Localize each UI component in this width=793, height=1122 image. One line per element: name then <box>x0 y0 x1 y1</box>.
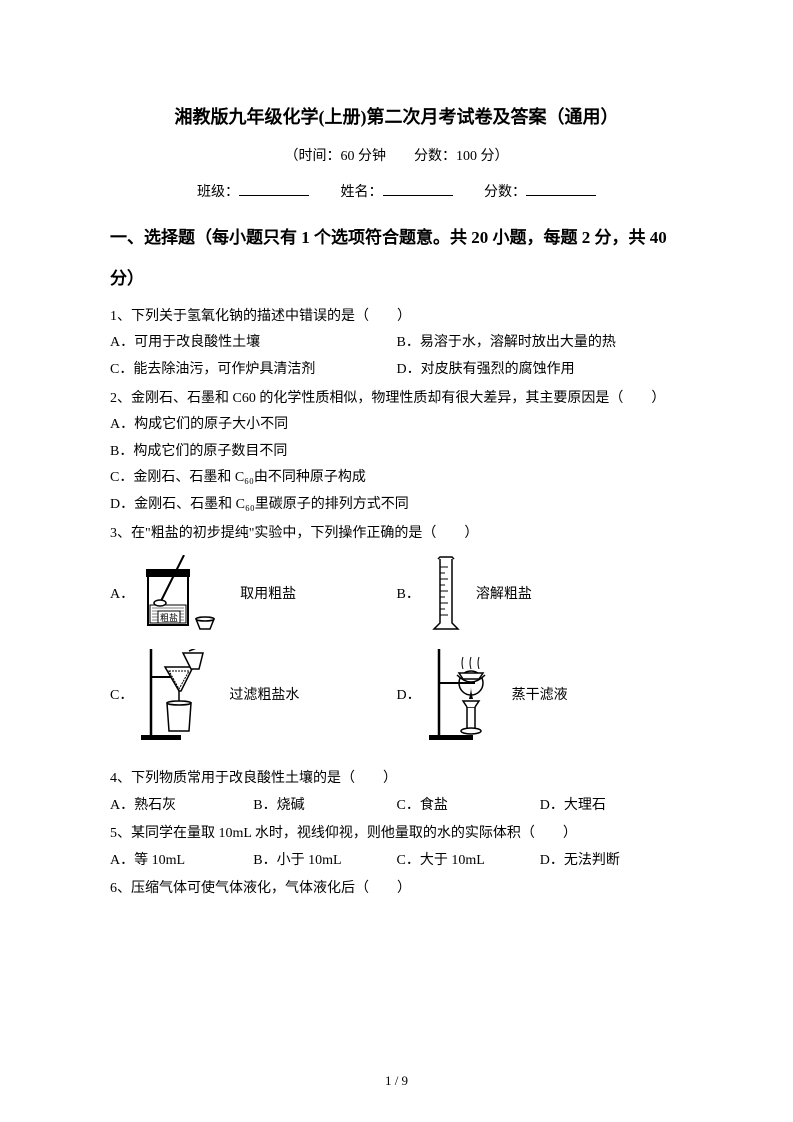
evaporation-icon <box>427 649 502 744</box>
q5-option-a: A．等 10mL <box>110 848 253 875</box>
q3-option-a: A． 粗盐 <box>110 555 397 635</box>
class-blank[interactable] <box>239 179 309 196</box>
name-blank[interactable] <box>383 179 453 196</box>
subtitle: （时间：60 分钟 分数：100 分） <box>110 144 683 171</box>
page-number: 1 / 9 <box>0 1069 793 1094</box>
q1-option-b: B．易溶于水，溶解时放出大量的热 <box>397 330 684 357</box>
q2-option-b: B．构成它们的原子数目不同 <box>110 439 683 466</box>
q4-option-c: C．食盐 <box>397 793 540 820</box>
score-blank[interactable] <box>526 179 596 196</box>
q2-option-c: C．金刚石、石墨和 C₆₀由不同种原子构成 <box>110 465 683 492</box>
q5-stem: 5、某同学在量取 10mL 水时，视线仰视，则他量取的水的实际体积（ ） <box>110 821 683 848</box>
score-label: 分数： <box>484 185 526 200</box>
q3-stem: 3、在"粗盐的初步提纯"实验中，下列操作正确的是（ ） <box>110 521 683 548</box>
class-label: 班级： <box>197 185 239 200</box>
info-line: 班级： 姓名： 分数： <box>110 179 683 206</box>
graduated-cylinder-icon <box>426 555 466 635</box>
q1-option-c: C．能去除油污，可作炉具清洁剂 <box>110 357 397 384</box>
jar-label: 粗盐 <box>160 612 178 623</box>
q5-option-b: B．小于 10mL <box>253 848 396 875</box>
question-1: 1、下列关于氢氧化钠的描述中错误的是（ ） A．可用于改良酸性土壤 B．易溶于水… <box>110 304 683 384</box>
q5-option-d: D．无法判断 <box>540 848 683 875</box>
question-6: 6、压缩气体可使气体液化，气体液化后（ ） <box>110 876 683 903</box>
q3-option-c: C． 过滤粗盐水 <box>110 649 397 744</box>
q3-b-letter: B． <box>397 582 420 609</box>
q3-option-b: B． 溶解粗盐 <box>397 555 684 635</box>
q6-stem: 6、压缩气体可使气体液化，气体液化后（ ） <box>110 876 683 903</box>
q1-option-d: D．对皮肤有强烈的腐蚀作用 <box>397 357 684 384</box>
page-title: 湘教版九年级化学(上册)第二次月考试卷及答案（通用） <box>110 100 683 134</box>
q2-stem: 2、金刚石、石墨和 C60 的化学性质相似，物理性质却有很大差异，其主要原因是（… <box>110 386 683 413</box>
filtration-icon <box>139 649 219 744</box>
q4-option-a: A．熟石灰 <box>110 793 253 820</box>
name-label: 姓名： <box>341 185 383 200</box>
q3-c-letter: C． <box>110 683 133 710</box>
question-3: 3、在"粗盐的初步提纯"实验中，下列操作正确的是（ ） A． 粗盐 <box>110 521 683 759</box>
q4-stem: 4、下列物质常用于改良酸性土壤的是（ ） <box>110 766 683 793</box>
q1-option-a: A．可用于改良酸性土壤 <box>110 330 397 357</box>
q4-option-d: D．大理石 <box>540 793 683 820</box>
q1-stem: 1、下列关于氢氧化钠的描述中错误的是（ ） <box>110 304 683 331</box>
q4-option-b: B．烧碱 <box>253 793 396 820</box>
q2-option-a: A．构成它们的原子大小不同 <box>110 412 683 439</box>
jar-scoop-icon: 粗盐 <box>140 555 230 635</box>
q5-option-c: C．大于 10mL <box>397 848 540 875</box>
q2-option-d: D．金刚石、石墨和 C₆₀里碳原子的排列方式不同 <box>110 492 683 519</box>
q3-option-d: D． 蒸干滤液 <box>397 649 684 744</box>
q3-d-letter: D． <box>397 683 421 710</box>
q3-b-label: 溶解粗盐 <box>476 582 532 609</box>
q3-a-letter: A． <box>110 582 134 609</box>
q3-d-label: 蒸干滤液 <box>512 683 568 710</box>
section-heading: 一、选择题（每小题只有 1 个选项符合题意。共 20 小题，每题 2 分，共 4… <box>110 218 683 300</box>
question-4: 4、下列物质常用于改良酸性土壤的是（ ） A．熟石灰 B．烧碱 C．食盐 D．大… <box>110 766 683 819</box>
q3-a-label: 取用粗盐 <box>240 582 296 609</box>
question-5: 5、某同学在量取 10mL 水时，视线仰视，则他量取的水的实际体积（ ） A．等… <box>110 821 683 874</box>
q3-c-label: 过滤粗盐水 <box>229 683 299 710</box>
question-2: 2、金刚石、石墨和 C60 的化学性质相似，物理性质却有很大差异，其主要原因是（… <box>110 386 683 519</box>
